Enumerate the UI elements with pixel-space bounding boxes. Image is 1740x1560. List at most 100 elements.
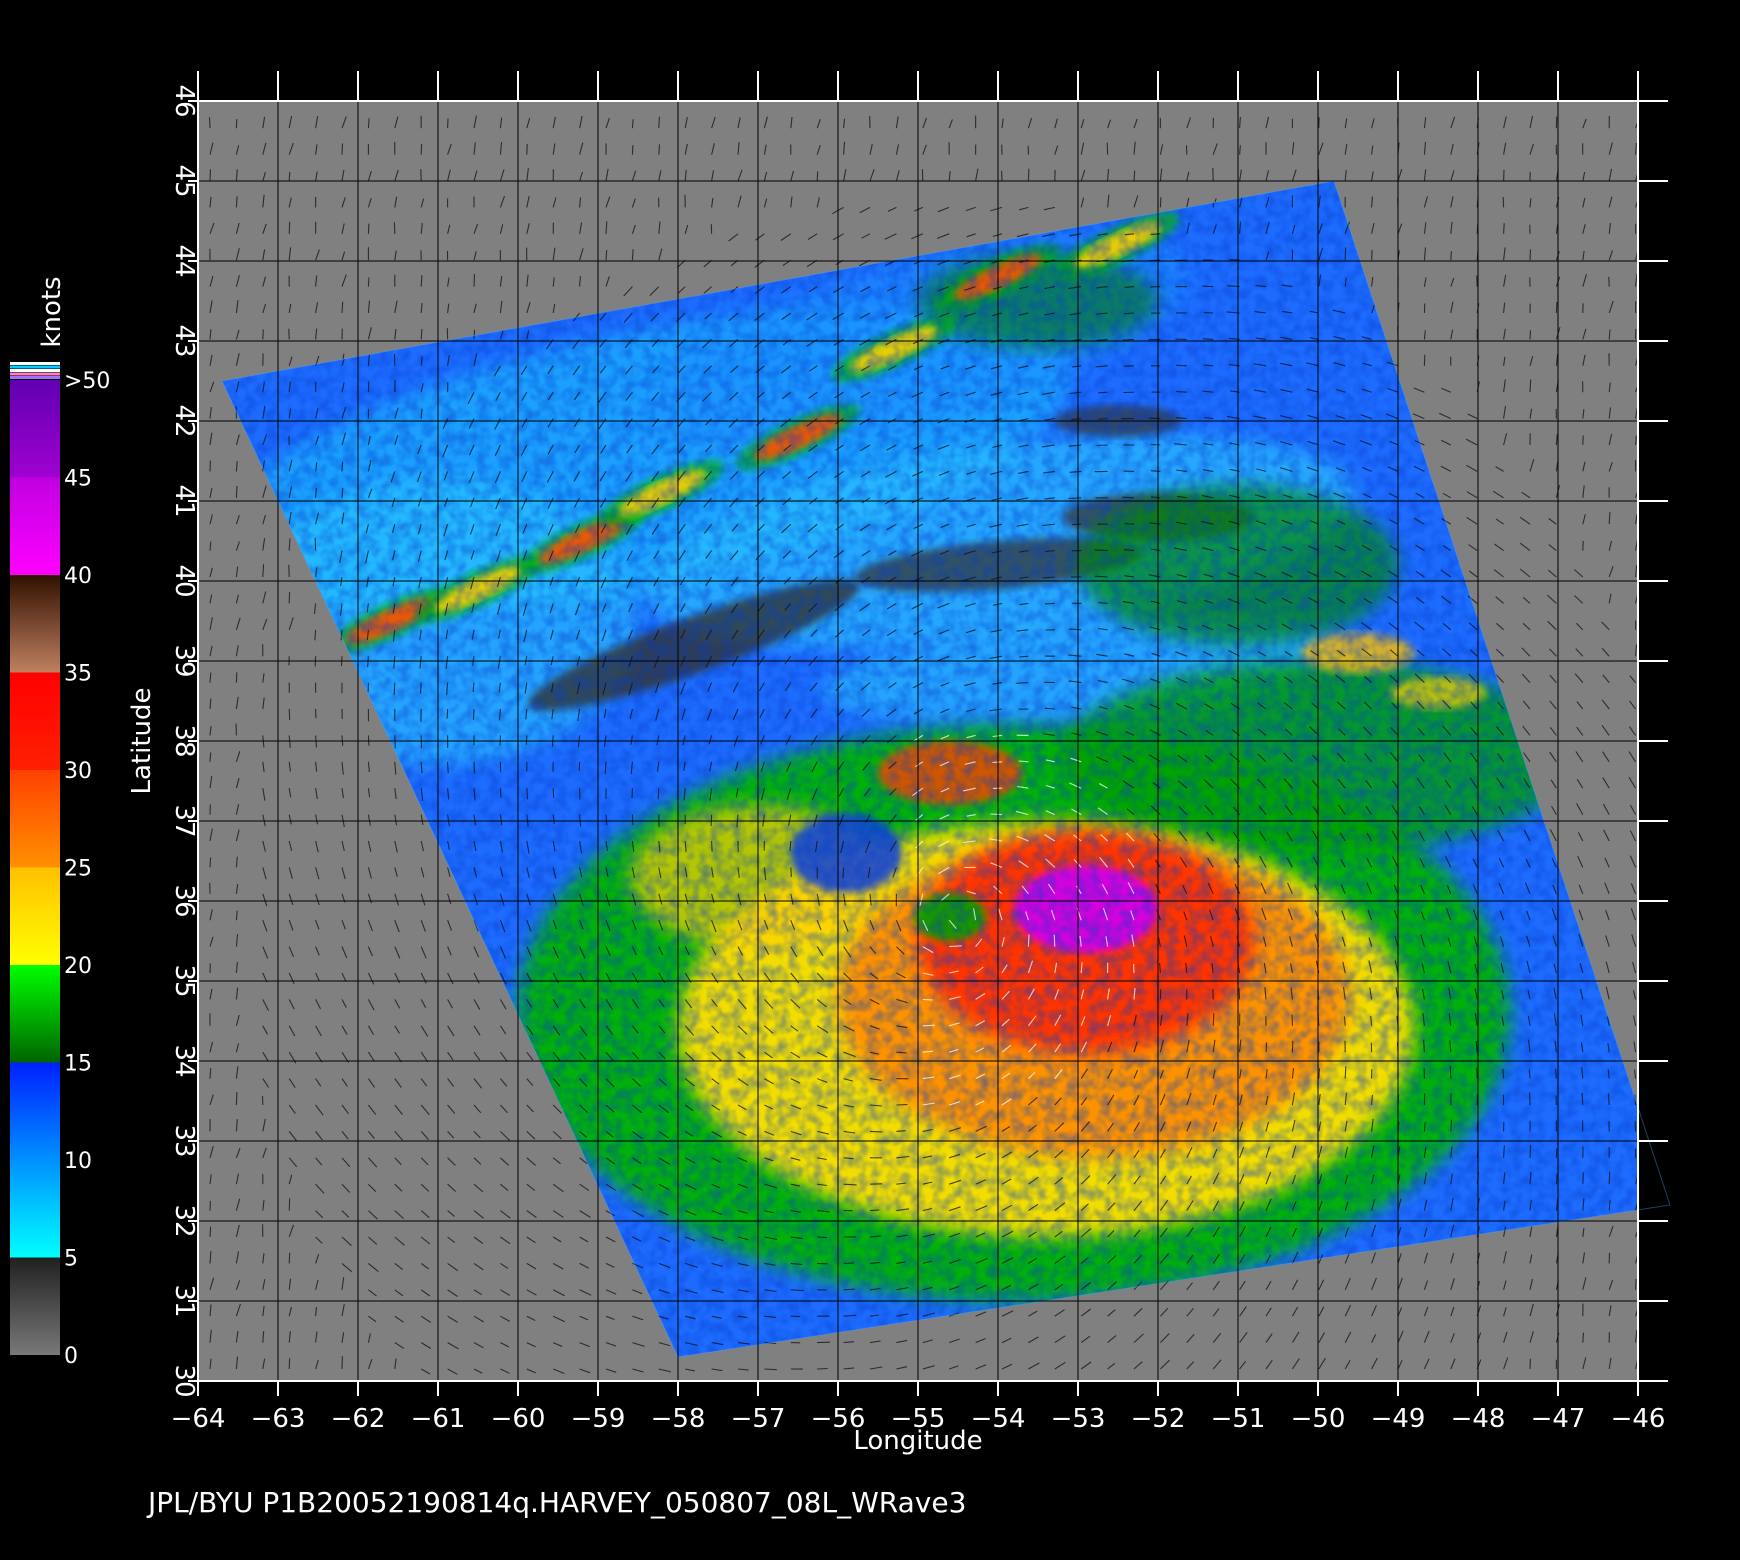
wind-barb [209, 857, 212, 868]
wind-barb [573, 550, 581, 563]
wind-barb [885, 338, 897, 346]
wind-barb [781, 312, 792, 320]
wind-barb [1239, 221, 1242, 234]
wind-barb [499, 946, 507, 959]
wind-barb [948, 101, 950, 102]
wind-barb [1042, 365, 1055, 369]
wind-barb [1393, 910, 1399, 921]
wind-barb [1582, 171, 1586, 182]
wind-barb [896, 1261, 906, 1264]
wind-barb [1239, 1201, 1245, 1211]
wind-barb [420, 761, 423, 774]
wind-barb [1291, 1306, 1299, 1317]
wind-barb [1186, 101, 1188, 102]
wind-barb [473, 972, 480, 984]
wind-barb [1212, 1148, 1218, 1159]
wind-barb [1126, 832, 1135, 842]
wind-barb [499, 141, 503, 155]
wind-barb [808, 603, 818, 613]
wind-barb [1450, 277, 1455, 287]
wind-barb [709, 761, 713, 772]
wind-barb [914, 206, 924, 212]
wind-barb [1582, 409, 1585, 419]
wind-barb [730, 471, 739, 480]
wind-barb [1042, 576, 1055, 579]
wind-barb [447, 277, 450, 287]
wind-barb [467, 391, 475, 404]
wind-barb [966, 233, 976, 238]
wind-barb [737, 117, 741, 129]
wind-barb [1555, 461, 1559, 472]
wind-barb [834, 470, 844, 479]
wind-barb [683, 788, 686, 801]
wind-barb [471, 603, 475, 614]
wind-barb [989, 655, 1003, 660]
wind-barb [473, 353, 478, 366]
wind-barb [1122, 780, 1135, 789]
wind-barb [1503, 1280, 1507, 1290]
wind-barb [209, 936, 214, 947]
wind-barb [394, 999, 401, 1009]
wind-barb [975, 938, 983, 947]
wind-barb [1054, 1309, 1065, 1317]
wind-barb [599, 312, 607, 321]
wind-barb [1503, 247, 1506, 261]
wind-barb [209, 1041, 214, 1053]
wind-barb [368, 1183, 377, 1193]
wind-barb [790, 1262, 803, 1266]
wind-barb [1133, 1149, 1140, 1159]
wind-barb [367, 1131, 375, 1139]
wind-barb [552, 1236, 562, 1243]
wind-barb [288, 221, 291, 234]
wind-barb [526, 223, 530, 234]
wind-barb [628, 603, 633, 613]
wind-barb [605, 893, 611, 907]
wind-barb [1176, 573, 1187, 578]
wind-barb [737, 867, 740, 878]
wind-barb [1186, 1200, 1194, 1211]
wind-barb [1150, 470, 1161, 472]
wind-barb [262, 329, 264, 340]
wind-barb [1239, 1225, 1246, 1238]
wind-barb [341, 1236, 352, 1247]
wind-barb [365, 524, 369, 534]
wind-barb [367, 920, 373, 932]
wind-barb [658, 946, 664, 955]
wind-barb [235, 778, 240, 789]
wind-barb [1495, 466, 1504, 472]
wind-barb [579, 1368, 591, 1374]
wind-barb [1080, 142, 1085, 155]
wind-barb [632, 1130, 643, 1140]
wind-barb [1361, 544, 1372, 552]
wind-barb [1124, 549, 1135, 552]
wind-barb [522, 576, 528, 590]
wind-barb [288, 115, 293, 129]
wind-barb [1389, 440, 1399, 446]
wind-barb [1628, 776, 1637, 789]
wind-barb [807, 233, 818, 240]
wind-barb [631, 1051, 640, 1060]
wind-barb [552, 1051, 561, 1061]
wind-barb [1503, 142, 1507, 155]
wind-barb [1550, 779, 1557, 789]
wind-barb [1001, 1098, 1012, 1106]
wind-barb [949, 1365, 959, 1370]
wind-barb [1307, 414, 1319, 420]
wind-barb [579, 197, 582, 208]
wind-barb [1397, 1277, 1403, 1290]
wind-barb [684, 143, 688, 155]
wind-barb [1068, 654, 1082, 657]
wind-barb [632, 1236, 642, 1242]
wind-barb [499, 814, 503, 826]
wind-barb [1549, 674, 1557, 683]
wind-barb [262, 1025, 268, 1035]
wind-barb [288, 247, 292, 261]
wind-barb [500, 1183, 509, 1192]
wind-barb [1256, 468, 1267, 472]
wind-barb [1239, 116, 1241, 129]
wind-barb [1601, 621, 1610, 631]
wind-barb [705, 418, 712, 426]
wind-barb [1054, 989, 1060, 1000]
wind-barb [288, 893, 294, 906]
wind-barb [1173, 547, 1187, 552]
